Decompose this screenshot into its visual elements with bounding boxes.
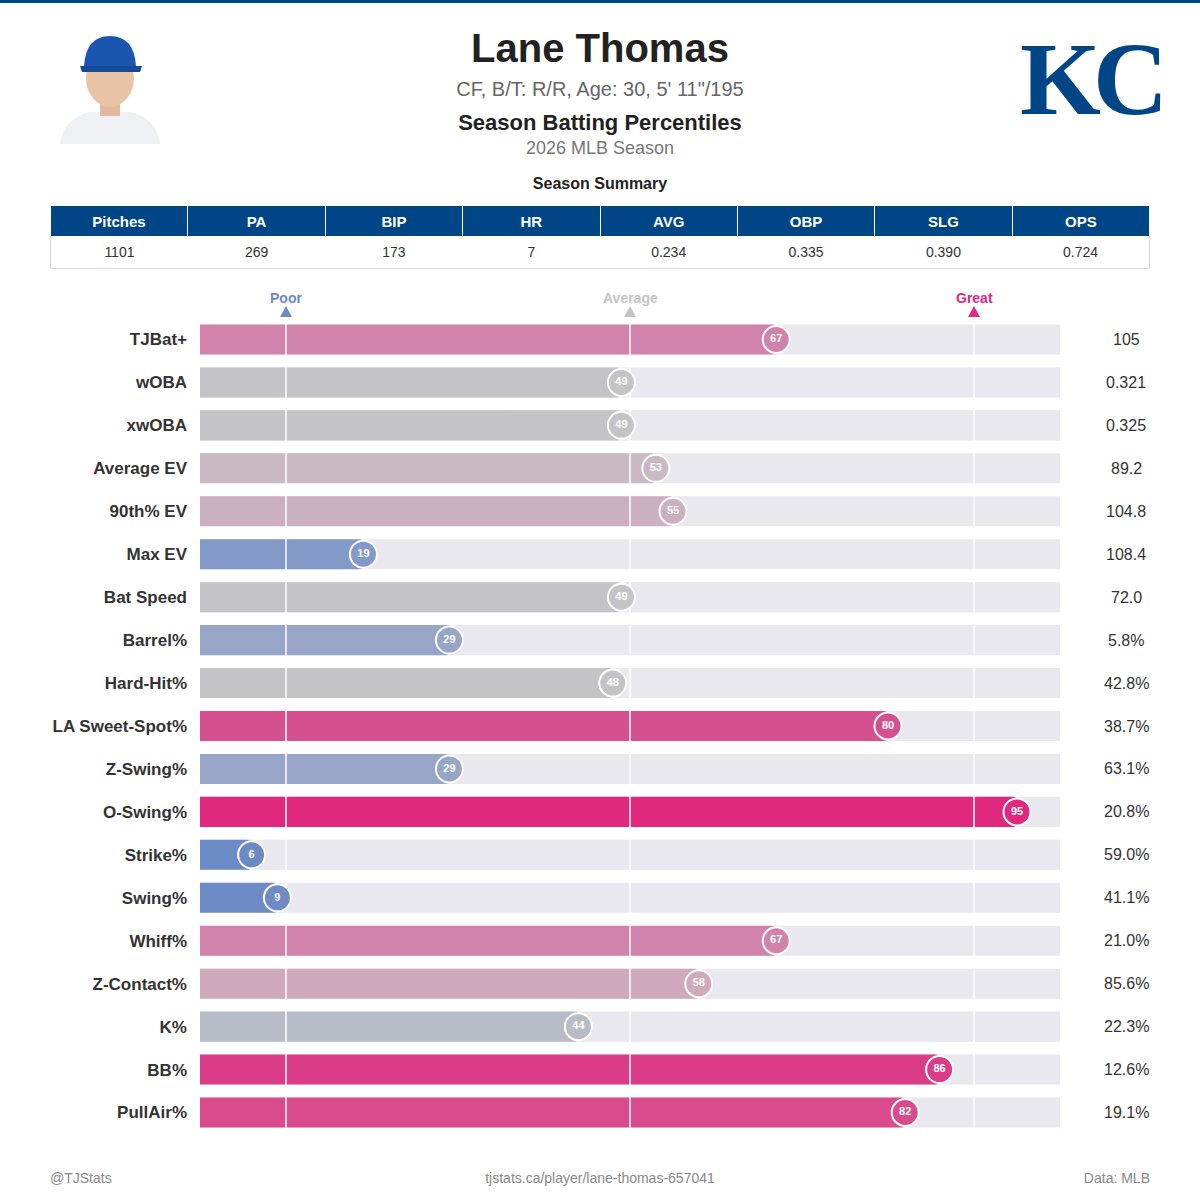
svg-text:O-Swing%: O-Swing% bbox=[103, 803, 187, 822]
svg-text:Whiff%: Whiff% bbox=[129, 932, 187, 951]
svg-text:xwOBA: xwOBA bbox=[127, 416, 187, 435]
svg-text:108.4: 108.4 bbox=[1106, 546, 1146, 563]
svg-text:Swing%: Swing% bbox=[122, 889, 187, 908]
svg-text:Bat Speed: Bat Speed bbox=[104, 588, 187, 607]
html-text:@TJStats: @TJStats bbox=[50, 1170, 112, 1186]
html-text:173: 173 bbox=[382, 244, 406, 260]
svg-text:49: 49 bbox=[615, 375, 627, 387]
html-text:KC: KC bbox=[1020, 21, 1160, 136]
svg-text:49: 49 bbox=[615, 590, 627, 602]
svg-text:19.1%: 19.1% bbox=[1104, 1104, 1149, 1121]
svg-text:67: 67 bbox=[770, 332, 782, 344]
svg-text:48: 48 bbox=[607, 676, 619, 688]
svg-text:Max EV: Max EV bbox=[127, 545, 188, 564]
svg-text:104.8: 104.8 bbox=[1106, 503, 1146, 520]
svg-text:TJBat+: TJBat+ bbox=[130, 330, 187, 349]
svg-text:19: 19 bbox=[357, 547, 369, 559]
svg-text:29: 29 bbox=[443, 762, 455, 774]
svg-text:29: 29 bbox=[443, 633, 455, 645]
svg-text:LA Sweet-Spot%: LA Sweet-Spot% bbox=[53, 717, 187, 736]
svg-text:0.325: 0.325 bbox=[1106, 417, 1146, 434]
svg-text:63.1%: 63.1% bbox=[1104, 760, 1149, 777]
html-text:7: 7 bbox=[527, 244, 536, 260]
svg-text:82: 82 bbox=[899, 1105, 911, 1117]
svg-text:41.1%: 41.1% bbox=[1104, 889, 1149, 906]
svg-text:49: 49 bbox=[615, 418, 627, 430]
svg-text:42.8%: 42.8% bbox=[1104, 675, 1149, 692]
html-text:OPS: OPS bbox=[1065, 212, 1097, 230]
html-text:Data: MLB: Data: MLB bbox=[1083, 1170, 1150, 1186]
html-text:Season Batting Percentiles: Season Batting Percentiles bbox=[458, 110, 742, 135]
svg-text:105: 105 bbox=[1113, 331, 1140, 348]
html-text:AVG: AVG bbox=[653, 212, 685, 230]
svg-text:6: 6 bbox=[249, 848, 255, 860]
svg-text:44: 44 bbox=[572, 1019, 585, 1031]
html-text:PA: PA bbox=[246, 212, 267, 230]
svg-text:95: 95 bbox=[1011, 805, 1023, 817]
svg-text:Average EV: Average EV bbox=[93, 459, 188, 478]
html-text:0.335: 0.335 bbox=[788, 244, 824, 260]
svg-text:Barrel%: Barrel% bbox=[123, 631, 187, 650]
svg-text:72.0: 72.0 bbox=[1111, 589, 1142, 606]
svg-text:9: 9 bbox=[274, 891, 280, 903]
html-text:SLG: SLG bbox=[928, 212, 959, 230]
html-text:0.724: 0.724 bbox=[1063, 244, 1099, 260]
svg-text:Poor: Poor bbox=[270, 290, 302, 306]
svg-text:12.6%: 12.6% bbox=[1104, 1061, 1149, 1078]
html-text:269: 269 bbox=[244, 244, 269, 260]
svg-text:Average: Average bbox=[603, 290, 658, 306]
html-text:Pitches: Pitches bbox=[92, 212, 146, 230]
svg-text:53: 53 bbox=[650, 461, 662, 473]
svg-text:0.321: 0.321 bbox=[1106, 374, 1146, 391]
svg-text:Z-Swing%: Z-Swing% bbox=[106, 760, 187, 779]
svg-text:20.8%: 20.8% bbox=[1104, 803, 1149, 820]
html-text:OBP: OBP bbox=[789, 212, 823, 230]
svg-text:80: 80 bbox=[882, 719, 894, 731]
html-text:0.390: 0.390 bbox=[925, 244, 961, 260]
svg-text:PullAir%: PullAir% bbox=[117, 1103, 187, 1122]
html-text:Season Summary: Season Summary bbox=[532, 175, 668, 192]
svg-text:Hard-Hit%: Hard-Hit% bbox=[105, 674, 187, 693]
html-text:1101: 1101 bbox=[104, 244, 135, 260]
svg-text:Z-Contact%: Z-Contact% bbox=[93, 975, 187, 994]
svg-text:Great: Great bbox=[956, 290, 993, 306]
html-text:Lane Thomas: Lane Thomas bbox=[471, 26, 729, 70]
svg-text:21.0%: 21.0% bbox=[1104, 932, 1149, 949]
html-text:2026 MLB Season: 2026 MLB Season bbox=[525, 138, 674, 158]
html-text:CF, B/T: R/R, Age: 30, 5' 11"/: CF, B/T: R/R, Age: 30, 5' 11"/195 bbox=[456, 78, 744, 100]
html-text:HR: HR bbox=[520, 212, 543, 230]
html-text:0.234: 0.234 bbox=[651, 244, 687, 260]
svg-text:BB%: BB% bbox=[147, 1061, 187, 1080]
svg-text:38.7%: 38.7% bbox=[1104, 718, 1149, 735]
svg-text:K%: K% bbox=[160, 1018, 187, 1037]
svg-text:86: 86 bbox=[933, 1062, 945, 1074]
svg-text:22.3%: 22.3% bbox=[1104, 1018, 1149, 1035]
svg-text:89.2: 89.2 bbox=[1111, 460, 1142, 477]
svg-text:wOBA: wOBA bbox=[135, 373, 187, 392]
html-text:tjstats.ca/player/lane-thomas-: tjstats.ca/player/lane-thomas-657041 bbox=[485, 1170, 715, 1186]
svg-text:55: 55 bbox=[667, 504, 679, 516]
svg-text:5.8%: 5.8% bbox=[1108, 632, 1144, 649]
html-text:BIP: BIP bbox=[381, 212, 407, 230]
svg-text:58: 58 bbox=[693, 976, 705, 988]
svg-text:90th% EV: 90th% EV bbox=[110, 502, 188, 521]
svg-text:67: 67 bbox=[770, 933, 782, 945]
svg-text:59.0%: 59.0% bbox=[1104, 846, 1149, 863]
svg-text:85.6%: 85.6% bbox=[1104, 975, 1149, 992]
svg-text:Strike%: Strike% bbox=[125, 846, 187, 865]
